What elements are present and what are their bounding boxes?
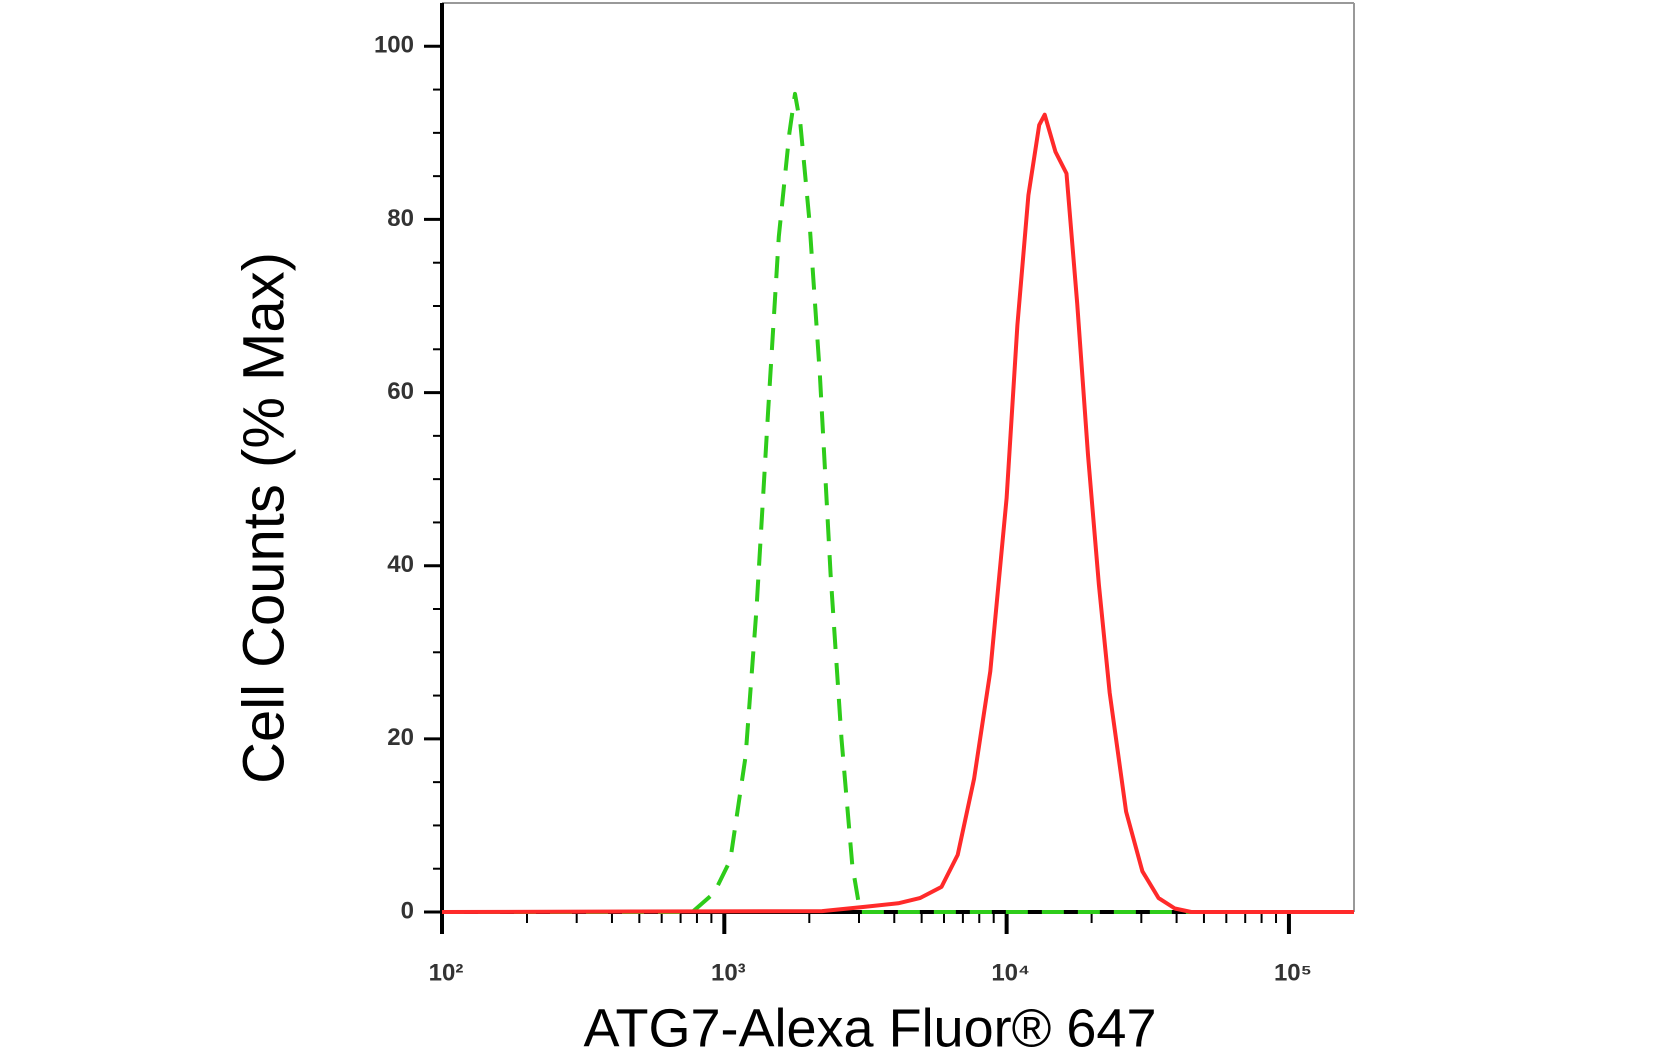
y-tick-label: 100 <box>374 32 414 59</box>
y-tick-label: 20 <box>387 724 414 751</box>
x-tick-label: 10³ <box>711 959 746 986</box>
y-tick-label: 60 <box>387 378 414 405</box>
x-tick-label: 10⁴ <box>991 959 1030 986</box>
y-axis-label: Cell Counts (% Max) <box>231 252 296 784</box>
series-line <box>441 112 1354 914</box>
y-tick-label: 80 <box>387 205 414 232</box>
x-tick-label: 10² <box>429 959 464 986</box>
y-tick-label: 0 <box>401 897 414 924</box>
y-tick-label: 40 <box>387 551 414 578</box>
x-axis-label: ATG7-Alexa Fluor® 647 <box>583 998 1156 1058</box>
series-line <box>442 91 1354 914</box>
x-tick-label: 10⁵ <box>1274 959 1312 986</box>
